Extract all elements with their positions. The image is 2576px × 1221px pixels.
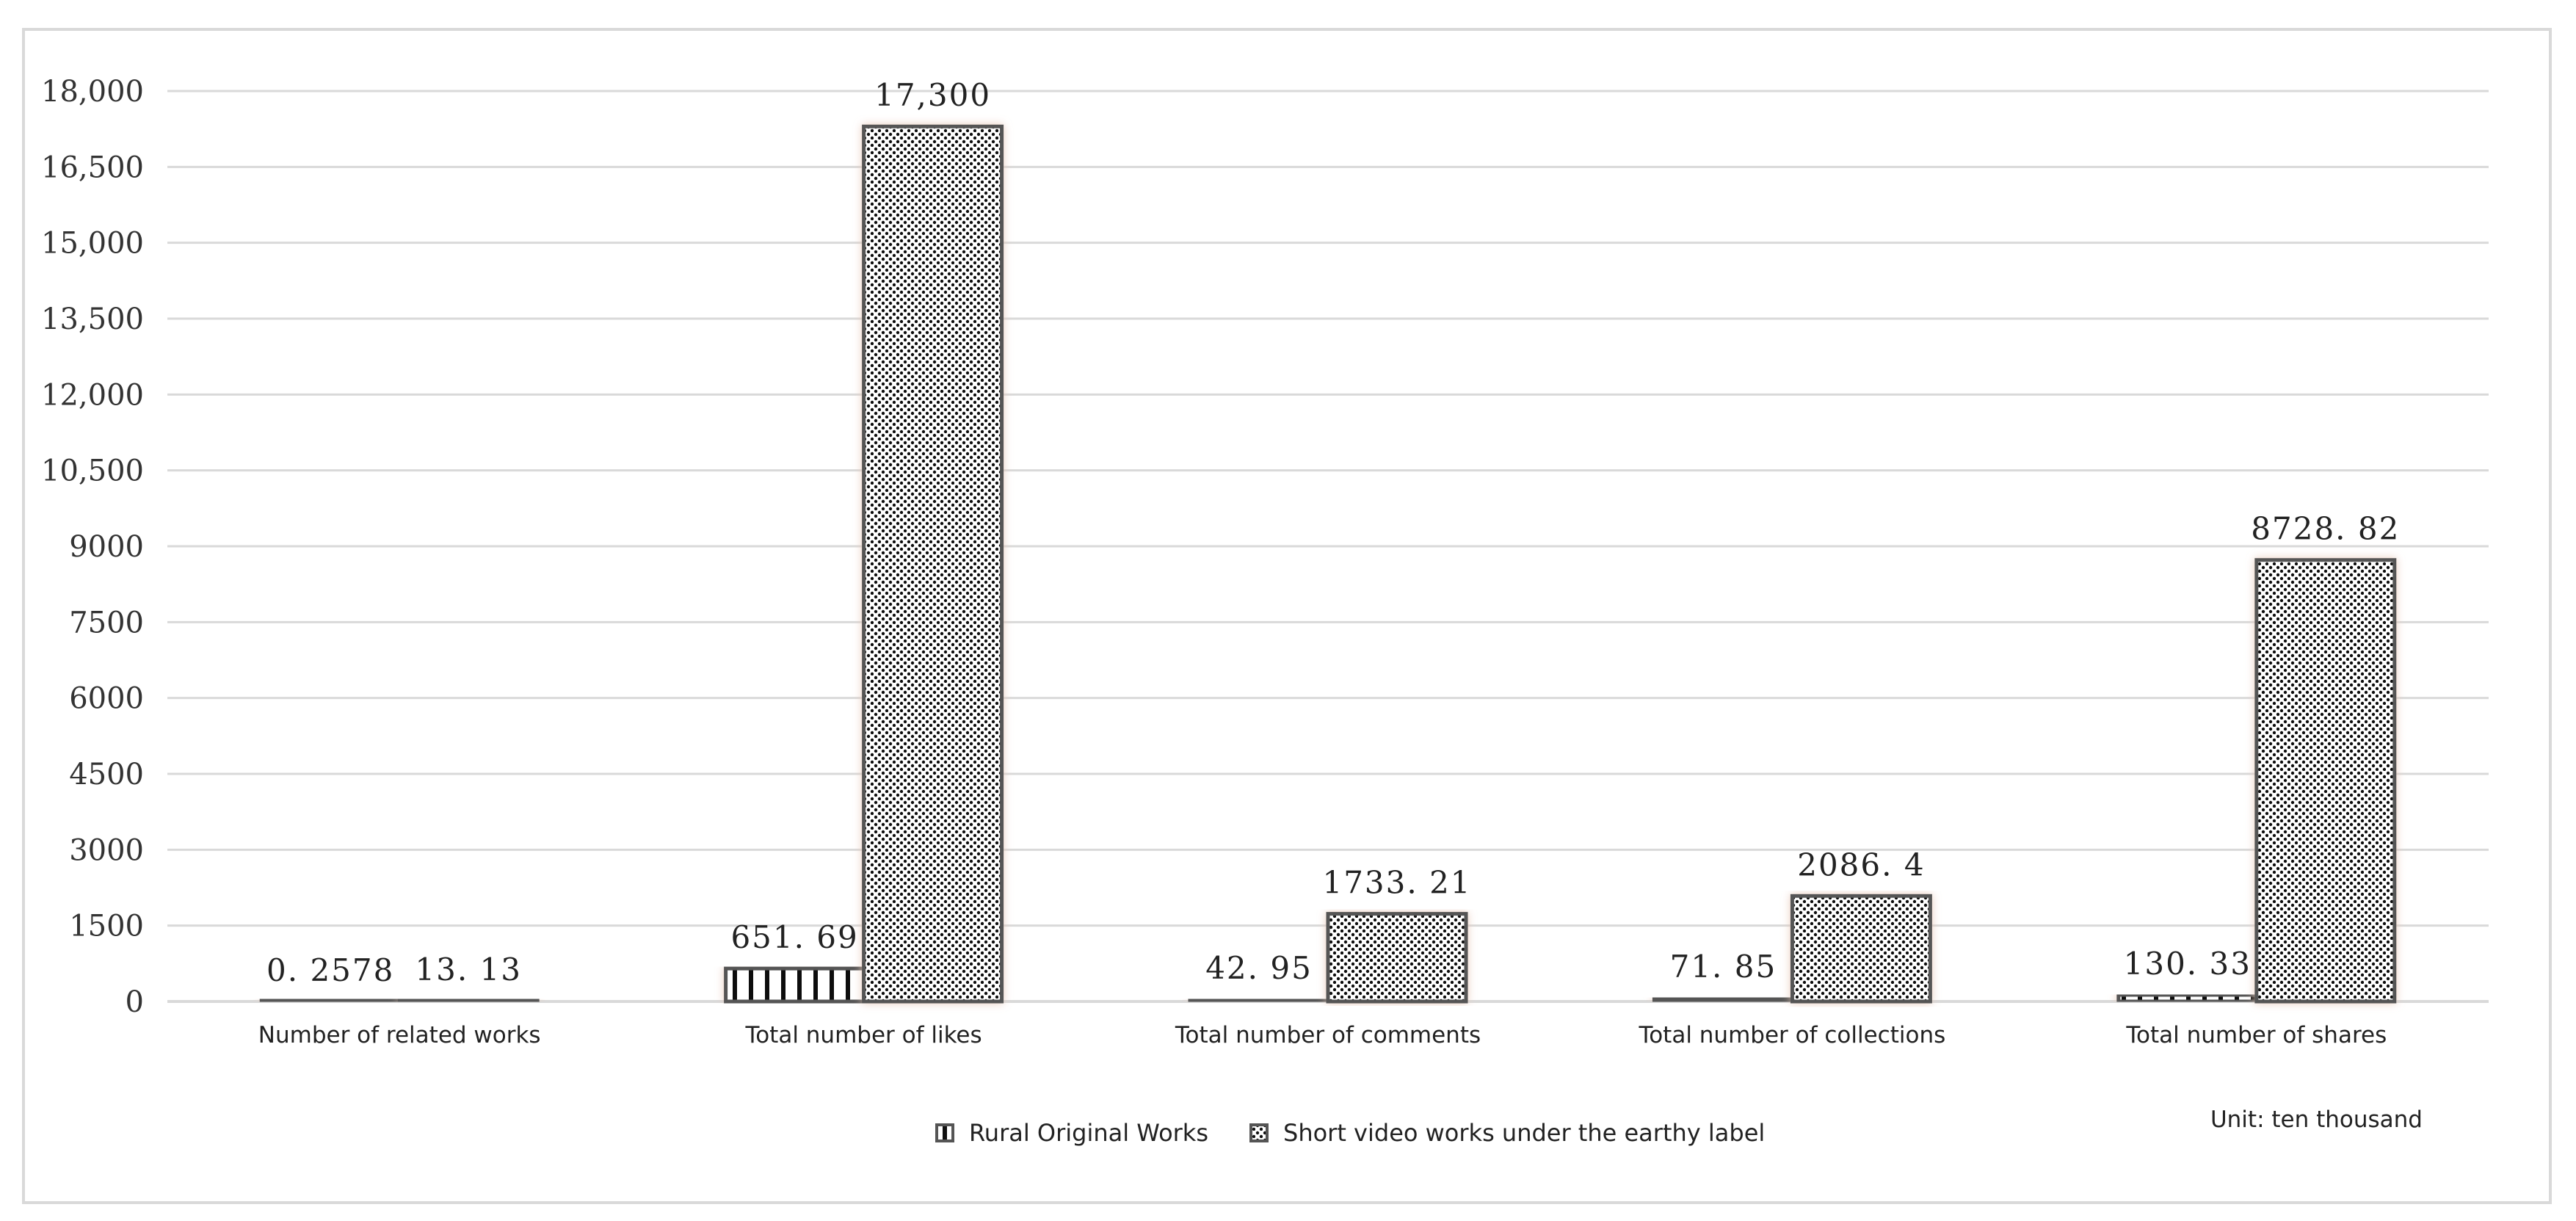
data-label: 13. 13 bbox=[415, 952, 522, 988]
bar-rural-original bbox=[1188, 997, 1330, 1004]
data-label: 0. 2578 bbox=[266, 952, 394, 988]
y-tick-label: 18,000 bbox=[41, 75, 144, 109]
bar-earthy-label bbox=[1790, 894, 1932, 1004]
y-tick-label: 1500 bbox=[69, 910, 144, 943]
x-tick-label: Total number of collections bbox=[1639, 1022, 1946, 1048]
data-label: 42. 95 bbox=[1205, 950, 1313, 986]
bar-rural-original bbox=[724, 966, 866, 1004]
x-tick-label: Number of related works bbox=[258, 1022, 541, 1048]
data-label: 651. 69 bbox=[730, 919, 858, 955]
y-tick-label: 10,500 bbox=[41, 454, 144, 488]
bar-rural-original bbox=[2116, 993, 2259, 1004]
legend-label: Short video works under the earthy label bbox=[1283, 1119, 1765, 1147]
y-tick-label: 6000 bbox=[69, 682, 144, 716]
data-label: 2086. 4 bbox=[1797, 847, 1925, 883]
legend-swatch bbox=[1249, 1123, 1269, 1142]
legend: Rural Original Works Short video works un… bbox=[935, 1119, 1765, 1147]
bar-earthy-label bbox=[2254, 558, 2397, 1004]
data-label: 130. 33 bbox=[2124, 946, 2252, 982]
y-tick-label: 9000 bbox=[69, 530, 144, 564]
bar-earthy-label bbox=[1326, 912, 1468, 1004]
data-labels: 0. 2578 13. 13 651. 69 17,300 42. 95 1733. 21… bbox=[266, 77, 2400, 988]
data-label: 8728. 82 bbox=[2251, 511, 2400, 547]
legend-swatch bbox=[935, 1123, 954, 1142]
x-axis: Number of related works Total number of l… bbox=[258, 1022, 2387, 1048]
x-tick-label: Total number of likes bbox=[745, 1022, 982, 1048]
gridlines bbox=[167, 90, 2489, 1003]
y-tick-label: 4500 bbox=[69, 758, 144, 791]
bar-rural-original bbox=[1652, 996, 1794, 1004]
chart-frame bbox=[22, 28, 2552, 1204]
y-tick-label: 13,500 bbox=[41, 302, 144, 336]
y-tick-label: 12,000 bbox=[41, 378, 144, 412]
bar-earthy-label bbox=[862, 124, 1004, 1004]
y-tick-label: 15,000 bbox=[41, 227, 144, 261]
unit-note: Unit: ten thousand bbox=[2210, 1106, 2423, 1133]
bars bbox=[259, 124, 2397, 1004]
bar-earthy-label bbox=[397, 997, 540, 1004]
y-axis: 0 1500 3000 4500 6000 7500 9000 10,500 12,000 13,… bbox=[41, 75, 144, 1019]
bar-rural-original bbox=[259, 997, 402, 1004]
y-tick-label: 16,500 bbox=[41, 151, 144, 184]
legend-label: Rural Original Works bbox=[969, 1119, 1208, 1147]
data-label: 17,300 bbox=[874, 77, 991, 113]
x-tick-label: Total number of shares bbox=[2125, 1022, 2387, 1048]
y-tick-label: 0 bbox=[126, 985, 144, 1019]
data-label: 71. 85 bbox=[1670, 949, 1777, 985]
data-label: 1733. 21 bbox=[1322, 865, 1471, 901]
y-tick-label: 3000 bbox=[69, 833, 144, 867]
x-tick-label: Total number of comments bbox=[1175, 1022, 1481, 1048]
y-tick-label: 7500 bbox=[69, 606, 144, 640]
